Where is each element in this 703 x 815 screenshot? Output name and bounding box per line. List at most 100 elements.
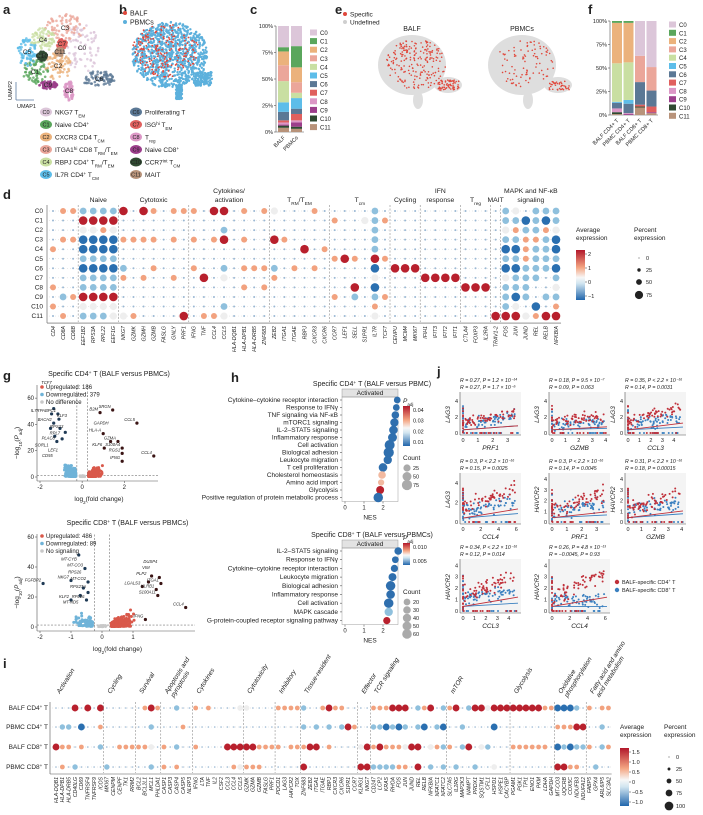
expression-dot — [454, 248, 457, 251]
expression-dot — [152, 219, 155, 222]
expression-dot — [88, 235, 98, 244]
umap-point — [177, 84, 180, 87]
expression-dot — [494, 286, 497, 289]
size-legend-dot — [638, 257, 640, 259]
umap-point — [33, 46, 36, 49]
umap-point — [431, 57, 433, 59]
expression-dot — [343, 315, 346, 318]
cluster-swatch — [40, 120, 52, 129]
expression-dot — [551, 311, 561, 321]
umap-point — [29, 47, 32, 50]
cluster-legend-label-part: + — [84, 171, 87, 176]
legend-swatch — [669, 96, 676, 103]
umap-point — [428, 50, 430, 53]
umap-point — [534, 48, 536, 50]
expression-dot — [303, 210, 306, 212]
expression-dot — [233, 248, 236, 251]
umap-point — [89, 31, 93, 35]
umap-point — [401, 55, 403, 58]
cluster-legend-item-C6: C6 Proliferating T — [130, 107, 185, 117]
expression-dot — [119, 206, 128, 216]
expression-dot — [313, 238, 316, 241]
expression-dot — [474, 219, 477, 222]
umap-point — [406, 49, 409, 52]
bar-segment-C11 — [291, 128, 302, 132]
umap-point — [142, 56, 146, 59]
expression-dot — [512, 217, 520, 224]
umap-point — [184, 47, 187, 50]
umap-point — [25, 37, 28, 40]
gene-annotation: MT-CYB — [61, 557, 77, 562]
umap-point — [90, 37, 93, 40]
umap-point — [400, 60, 403, 62]
umap-point — [501, 71, 504, 74]
umap-point — [142, 70, 145, 74]
cluster-legend-item-C10: C10 CCR7int TCM — [130, 157, 180, 168]
cluster-legend-label-part: ISG — [145, 122, 156, 129]
expression-dot — [461, 283, 470, 292]
umap-point — [545, 54, 548, 56]
expression-dot — [263, 238, 266, 241]
pathway-term: Leukocyte migration — [280, 574, 339, 581]
pathway-term: Cell activation — [298, 600, 339, 607]
umap-point — [164, 77, 167, 80]
umap-point — [21, 39, 25, 42]
expression-dot — [484, 257, 487, 260]
umap-point — [156, 32, 159, 35]
umap-point — [209, 70, 213, 74]
legend-swatch — [310, 72, 317, 79]
umap-point — [522, 67, 525, 70]
x-axis-label-part: (fold change) — [104, 646, 142, 653]
expression-dot — [192, 286, 195, 289]
expression-dot — [424, 229, 427, 232]
size-legend-title: Percent — [634, 227, 657, 234]
downregulated-point — [72, 620, 76, 624]
gene-annotation: SRGN — [99, 404, 112, 409]
umap-point — [431, 66, 434, 68]
umap-point — [546, 68, 549, 70]
umap-point — [524, 60, 526, 63]
cluster-legend-item-C1: C1 Naive CD4+ — [40, 120, 89, 129]
umap-point — [194, 45, 198, 48]
umap-point — [195, 84, 199, 87]
expression-dot — [484, 219, 487, 222]
umap-point — [46, 30, 50, 33]
group-header: signaling — [517, 197, 544, 204]
expression-dot — [370, 254, 380, 264]
expression-dot — [142, 219, 145, 222]
gene-annotation: MT-CO2 — [70, 576, 86, 581]
panel-label-f: f — [588, 2, 593, 17]
umap-point — [66, 29, 70, 32]
pathway-term: mTORC1 signaling — [283, 420, 338, 427]
expression-dot — [353, 248, 356, 251]
upregulated-point — [115, 617, 119, 621]
expression-dot — [233, 276, 236, 279]
expression-dot — [241, 208, 248, 214]
umap-point — [163, 61, 166, 63]
umap-point — [173, 58, 177, 61]
cd8-point — [516, 432, 519, 434]
umap-point — [34, 70, 38, 74]
expression-dot — [531, 302, 541, 311]
expression-dot — [303, 276, 306, 279]
expression-dot — [343, 295, 346, 298]
gene-label: ZNF683 — [262, 326, 268, 346]
gsea-title-part: Specific CD8 — [311, 532, 352, 539]
umap-point — [400, 67, 403, 69]
y-tick-label: 60 — [27, 396, 34, 402]
umap-point — [94, 34, 98, 37]
bar-segment-C7 — [291, 113, 302, 121]
expression-dot — [381, 217, 388, 224]
expression-dot — [331, 255, 338, 262]
umap-point — [420, 83, 423, 86]
umap-point — [102, 83, 106, 86]
group-header: MAIT — [488, 197, 504, 204]
expression-dot — [404, 248, 407, 251]
cd4-point — [489, 413, 492, 416]
umap-point — [201, 62, 204, 65]
umap-point — [189, 43, 192, 46]
umap-point — [200, 66, 204, 69]
expression-dot — [212, 257, 215, 260]
expression-dot — [532, 264, 540, 272]
umap-point — [145, 44, 148, 47]
